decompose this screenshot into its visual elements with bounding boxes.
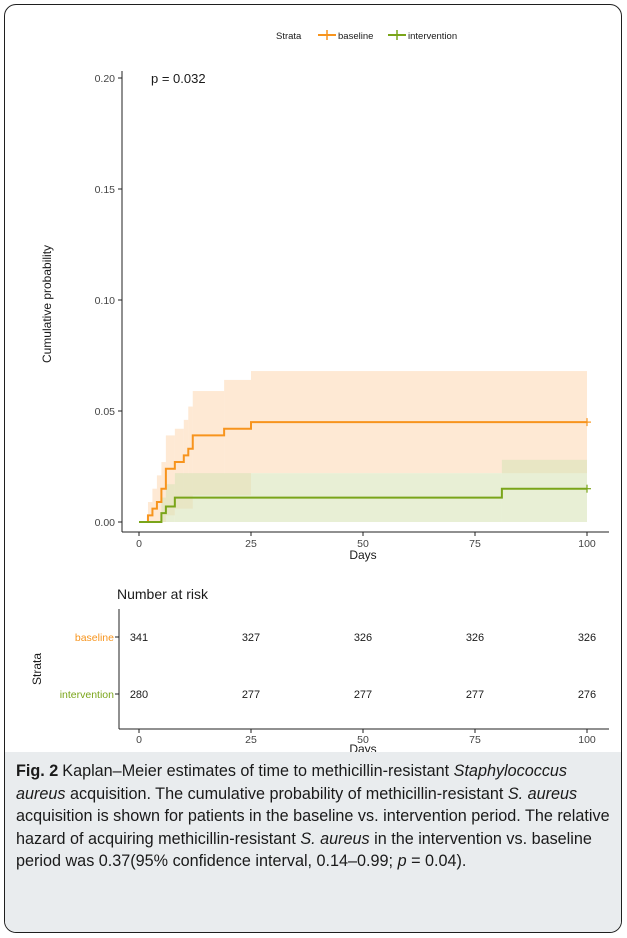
risk-x-tick-label: 75 bbox=[469, 734, 481, 746]
risk-row-label: intervention bbox=[60, 689, 114, 701]
confidence-band-baseline bbox=[188, 406, 193, 509]
risk-count: 276 bbox=[578, 689, 596, 701]
risk-count: 277 bbox=[466, 689, 484, 701]
risk-count: 277 bbox=[354, 689, 372, 701]
confidence-band-baseline bbox=[152, 488, 157, 522]
km-plot: 0.00 0.05 0.10 0.15 0.20 0 25 50 75 100 Days Cumula… bbox=[40, 71, 609, 562]
y-tick-label: 0.20 bbox=[95, 73, 116, 85]
km-line-baseline bbox=[139, 421, 587, 523]
y-tick-label: 0.10 bbox=[95, 295, 116, 307]
km-figure: Strata baseline intervention 0.000.050.100… bbox=[30, 30, 609, 752]
confidence-band-baseline bbox=[147, 502, 153, 522]
risk-count: 280 bbox=[130, 689, 148, 701]
confidence-band-baseline bbox=[156, 475, 162, 522]
risk-x-axis-title: Days bbox=[349, 742, 376, 752]
caption-italic: p bbox=[397, 852, 407, 870]
risk-count: 341 bbox=[130, 632, 148, 644]
risk-count: 326 bbox=[578, 632, 596, 644]
risk-y-axis-title: Strata bbox=[30, 653, 44, 685]
km-line-intervention bbox=[139, 487, 587, 523]
caption-italic: S. aureus bbox=[300, 829, 370, 848]
risk-count: 277 bbox=[242, 689, 260, 701]
risk-x-tick-label: 100 bbox=[578, 734, 596, 746]
caption-italic: S. aureus bbox=[507, 784, 578, 803]
y-axis-title: Cumulative probability bbox=[40, 245, 54, 363]
risk-table-title: Number at risk bbox=[117, 586, 209, 602]
risk-x-tick-label: 25 bbox=[245, 734, 257, 746]
figure-frame: Strata baseline intervention 0.00 0.05 0.10 0… bbox=[4, 4, 622, 933]
caption-box bbox=[5, 752, 621, 932]
p-value-annotation: p = 0.032 bbox=[151, 71, 206, 86]
caption-text: = 0.04). bbox=[406, 852, 467, 870]
x-tick-label: 25 bbox=[245, 538, 257, 550]
x-tick-label: 75 bbox=[469, 538, 481, 550]
confidence-band-intervention bbox=[165, 484, 175, 522]
legend: Strata baseline intervention bbox=[276, 30, 457, 42]
y-tick-label: 0.05 bbox=[95, 406, 116, 418]
confidence-band-baseline bbox=[165, 435, 175, 516]
confidence-band-intervention bbox=[501, 459, 587, 522]
legend-title: Strata bbox=[276, 31, 302, 42]
risk-row-label: baseline bbox=[75, 632, 114, 644]
x-tick-label: 0 bbox=[136, 538, 142, 550]
figure-caption: Fig. 2 Kaplan–Meier estimates of time to … bbox=[16, 760, 616, 873]
risk-table: Number at risk baseline 341 327 326 326 326 int… bbox=[30, 586, 609, 752]
risk-x-tick-label: 50 bbox=[357, 734, 369, 746]
caption-text: acquisition. The cumulative probability … bbox=[65, 784, 508, 803]
figure-label: Fig. 2 bbox=[16, 762, 59, 780]
risk-count: 326 bbox=[354, 632, 372, 644]
legend-entry: baseline bbox=[338, 31, 373, 42]
x-tick-label: 100 bbox=[578, 538, 596, 550]
confidence-band-baseline bbox=[174, 428, 184, 509]
confidence-band-baseline bbox=[183, 419, 189, 509]
caption-italic: Staphylococcus aureus bbox=[16, 762, 568, 803]
confidence-band-baseline bbox=[161, 462, 166, 522]
legend-entry: intervention bbox=[408, 31, 457, 42]
risk-x-tick-label: 0 bbox=[136, 734, 142, 746]
caption-text: in the intervention vs. baseline period … bbox=[16, 829, 592, 871]
confidence-band-intervention bbox=[161, 497, 166, 522]
x-axis-title: Days bbox=[349, 548, 376, 562]
y-tick-label: 0.00 bbox=[95, 517, 116, 529]
risk-count: 326 bbox=[466, 632, 484, 644]
caption-text: Kaplan–Meier estimates of time to methic… bbox=[62, 762, 454, 780]
risk-count: 327 bbox=[242, 632, 260, 644]
x-tick-label: 50 bbox=[357, 538, 369, 550]
caption-text: acquisition is shown for patients in the… bbox=[16, 807, 610, 848]
y-tick-label: 0.15 bbox=[95, 184, 116, 196]
